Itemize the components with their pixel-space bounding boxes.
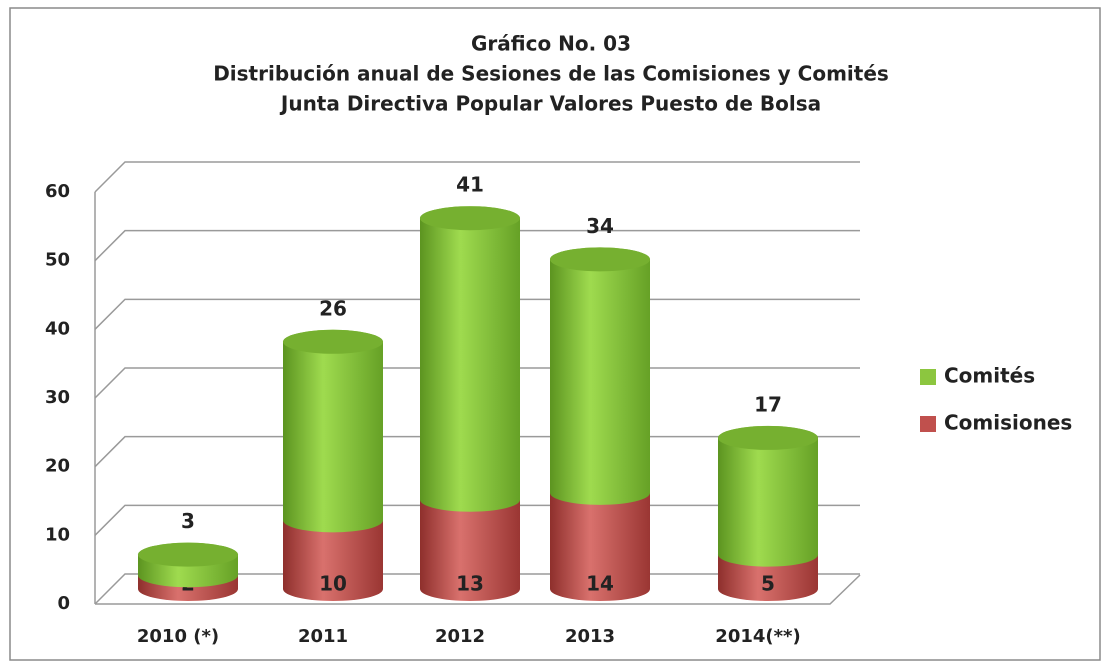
bar-top [550,247,650,272]
x-tick-label: 2011 [298,626,348,647]
legend-swatch [920,369,936,385]
x-tick-label: 2010 (*) [137,626,219,647]
grid-line [94,161,860,193]
floor-edge [95,574,861,605]
chart-title: Junta Directiva Popular Valores Puesto d… [279,92,821,116]
y-tick-label: 50 [45,250,70,271]
bar-top [138,542,238,567]
data-label: 13 [456,572,484,596]
grid-line [94,229,860,262]
bar-top [420,206,520,231]
y-tick-label: 10 [45,524,70,545]
bar-segment [550,247,650,505]
chart-title: Gráfico No. 03 [471,32,631,56]
y-tick-label: 20 [45,456,70,477]
bar-segment [420,206,520,512]
y-tick-label: 30 [45,387,70,408]
y-tick-label: 60 [45,181,70,202]
bar-top [283,329,383,354]
legend-label: Comisiones [944,411,1072,435]
bar-segment [420,487,520,601]
data-label: 14 [586,572,614,596]
bar-segment [283,329,383,533]
legend-swatch [920,416,936,432]
chart-title: Distribución anual de Sesiones de las Co… [213,62,889,86]
y-tick-label: 40 [45,318,70,339]
legend-label: Comités [944,364,1035,388]
data-label: 34 [586,214,614,238]
data-label: 5 [761,572,775,596]
bar-segment [550,480,650,601]
data-label: 41 [456,173,484,197]
data-label: 10 [319,572,347,596]
bar-top [718,425,818,450]
x-tick-label: 2013 [565,626,615,647]
data-label: 17 [754,392,782,416]
data-label: 3 [181,509,195,533]
data-label: 26 [319,296,347,320]
y-tick-label: 0 [57,593,70,614]
x-tick-label: 2014(**) [715,626,800,647]
x-tick-label: 2012 [435,626,485,647]
bar-segment [283,508,383,601]
bar-segment [718,425,818,567]
